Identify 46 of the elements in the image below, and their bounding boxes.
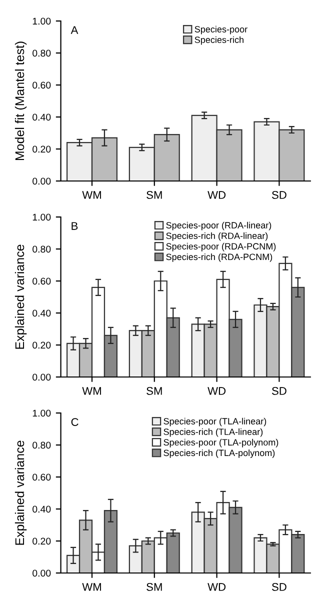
x-tick-label: SM: [146, 583, 162, 591]
x-tick-label: SM: [146, 191, 162, 199]
y-axis-title: Explained variance: [14, 244, 27, 349]
y-tick-label: 0.20: [32, 538, 51, 545]
x-tick-label: WM: [82, 387, 101, 395]
x-tick-label: SD: [272, 191, 286, 199]
x-tick-label: WM: [82, 583, 101, 591]
legend-label: Species-rich: [194, 36, 244, 45]
y-tick-label: 0.00: [32, 570, 51, 577]
y-axis-title: Explained variance: [14, 440, 27, 545]
x-tick-label: SM: [146, 387, 162, 395]
y-tick-label: 0.20: [32, 342, 51, 349]
x-tick-label: SD: [272, 583, 286, 591]
annotation: C: [71, 418, 78, 426]
y-tick-label: 1.00: [32, 410, 51, 417]
legend-label: Species-rich (RDA-PCNM): [166, 253, 272, 262]
x-tick-label: WD: [208, 583, 226, 591]
x-tick-label: WM: [82, 191, 101, 199]
legend-label: Species-rich (TLA-linear): [164, 428, 263, 437]
legend-label: Species-rich (TLA-polynom): [164, 449, 275, 458]
x-tick-label: SD: [272, 387, 286, 395]
y-tick-label: 1.00: [32, 214, 51, 221]
legend-label: Species-poor (TLA-polynom): [164, 438, 278, 448]
legend-label: Species-poor (TLA-linear): [164, 418, 266, 426]
y-tick-label: 0.00: [32, 178, 51, 185]
y-tick-label: 0.80: [32, 246, 51, 253]
legend-label: Species-rich (RDA-linear): [166, 232, 268, 241]
y-tick-label: 0.00: [32, 374, 51, 381]
x-tick-label: WD: [208, 191, 226, 199]
y-tick-label: 0.60: [32, 278, 51, 285]
y-tick-label: 0.60: [32, 82, 51, 89]
y-tick-label: 0.40: [32, 506, 51, 513]
y-tick-label: 1.00: [32, 18, 51, 25]
y-tick-label: 0.60: [32, 474, 51, 481]
y-tick-label: 0.80: [32, 50, 51, 57]
y-axis-title: Model fit (Mantel test): [14, 42, 27, 160]
legend-label: Species-poor (RDA-PCNM): [166, 242, 276, 252]
y-tick-label: 0.80: [32, 442, 51, 449]
y-tick-label: 0.40: [32, 310, 51, 317]
annotation: A: [70, 26, 78, 34]
x-tick-label: WD: [208, 387, 226, 395]
annotation: B: [72, 222, 78, 230]
legend-label: Species-poor (RDA-linear): [166, 222, 272, 230]
y-tick-label: 0.40: [32, 114, 51, 121]
legend-label: Species-poor: [194, 26, 248, 34]
y-tick-label: 0.20: [32, 146, 51, 153]
